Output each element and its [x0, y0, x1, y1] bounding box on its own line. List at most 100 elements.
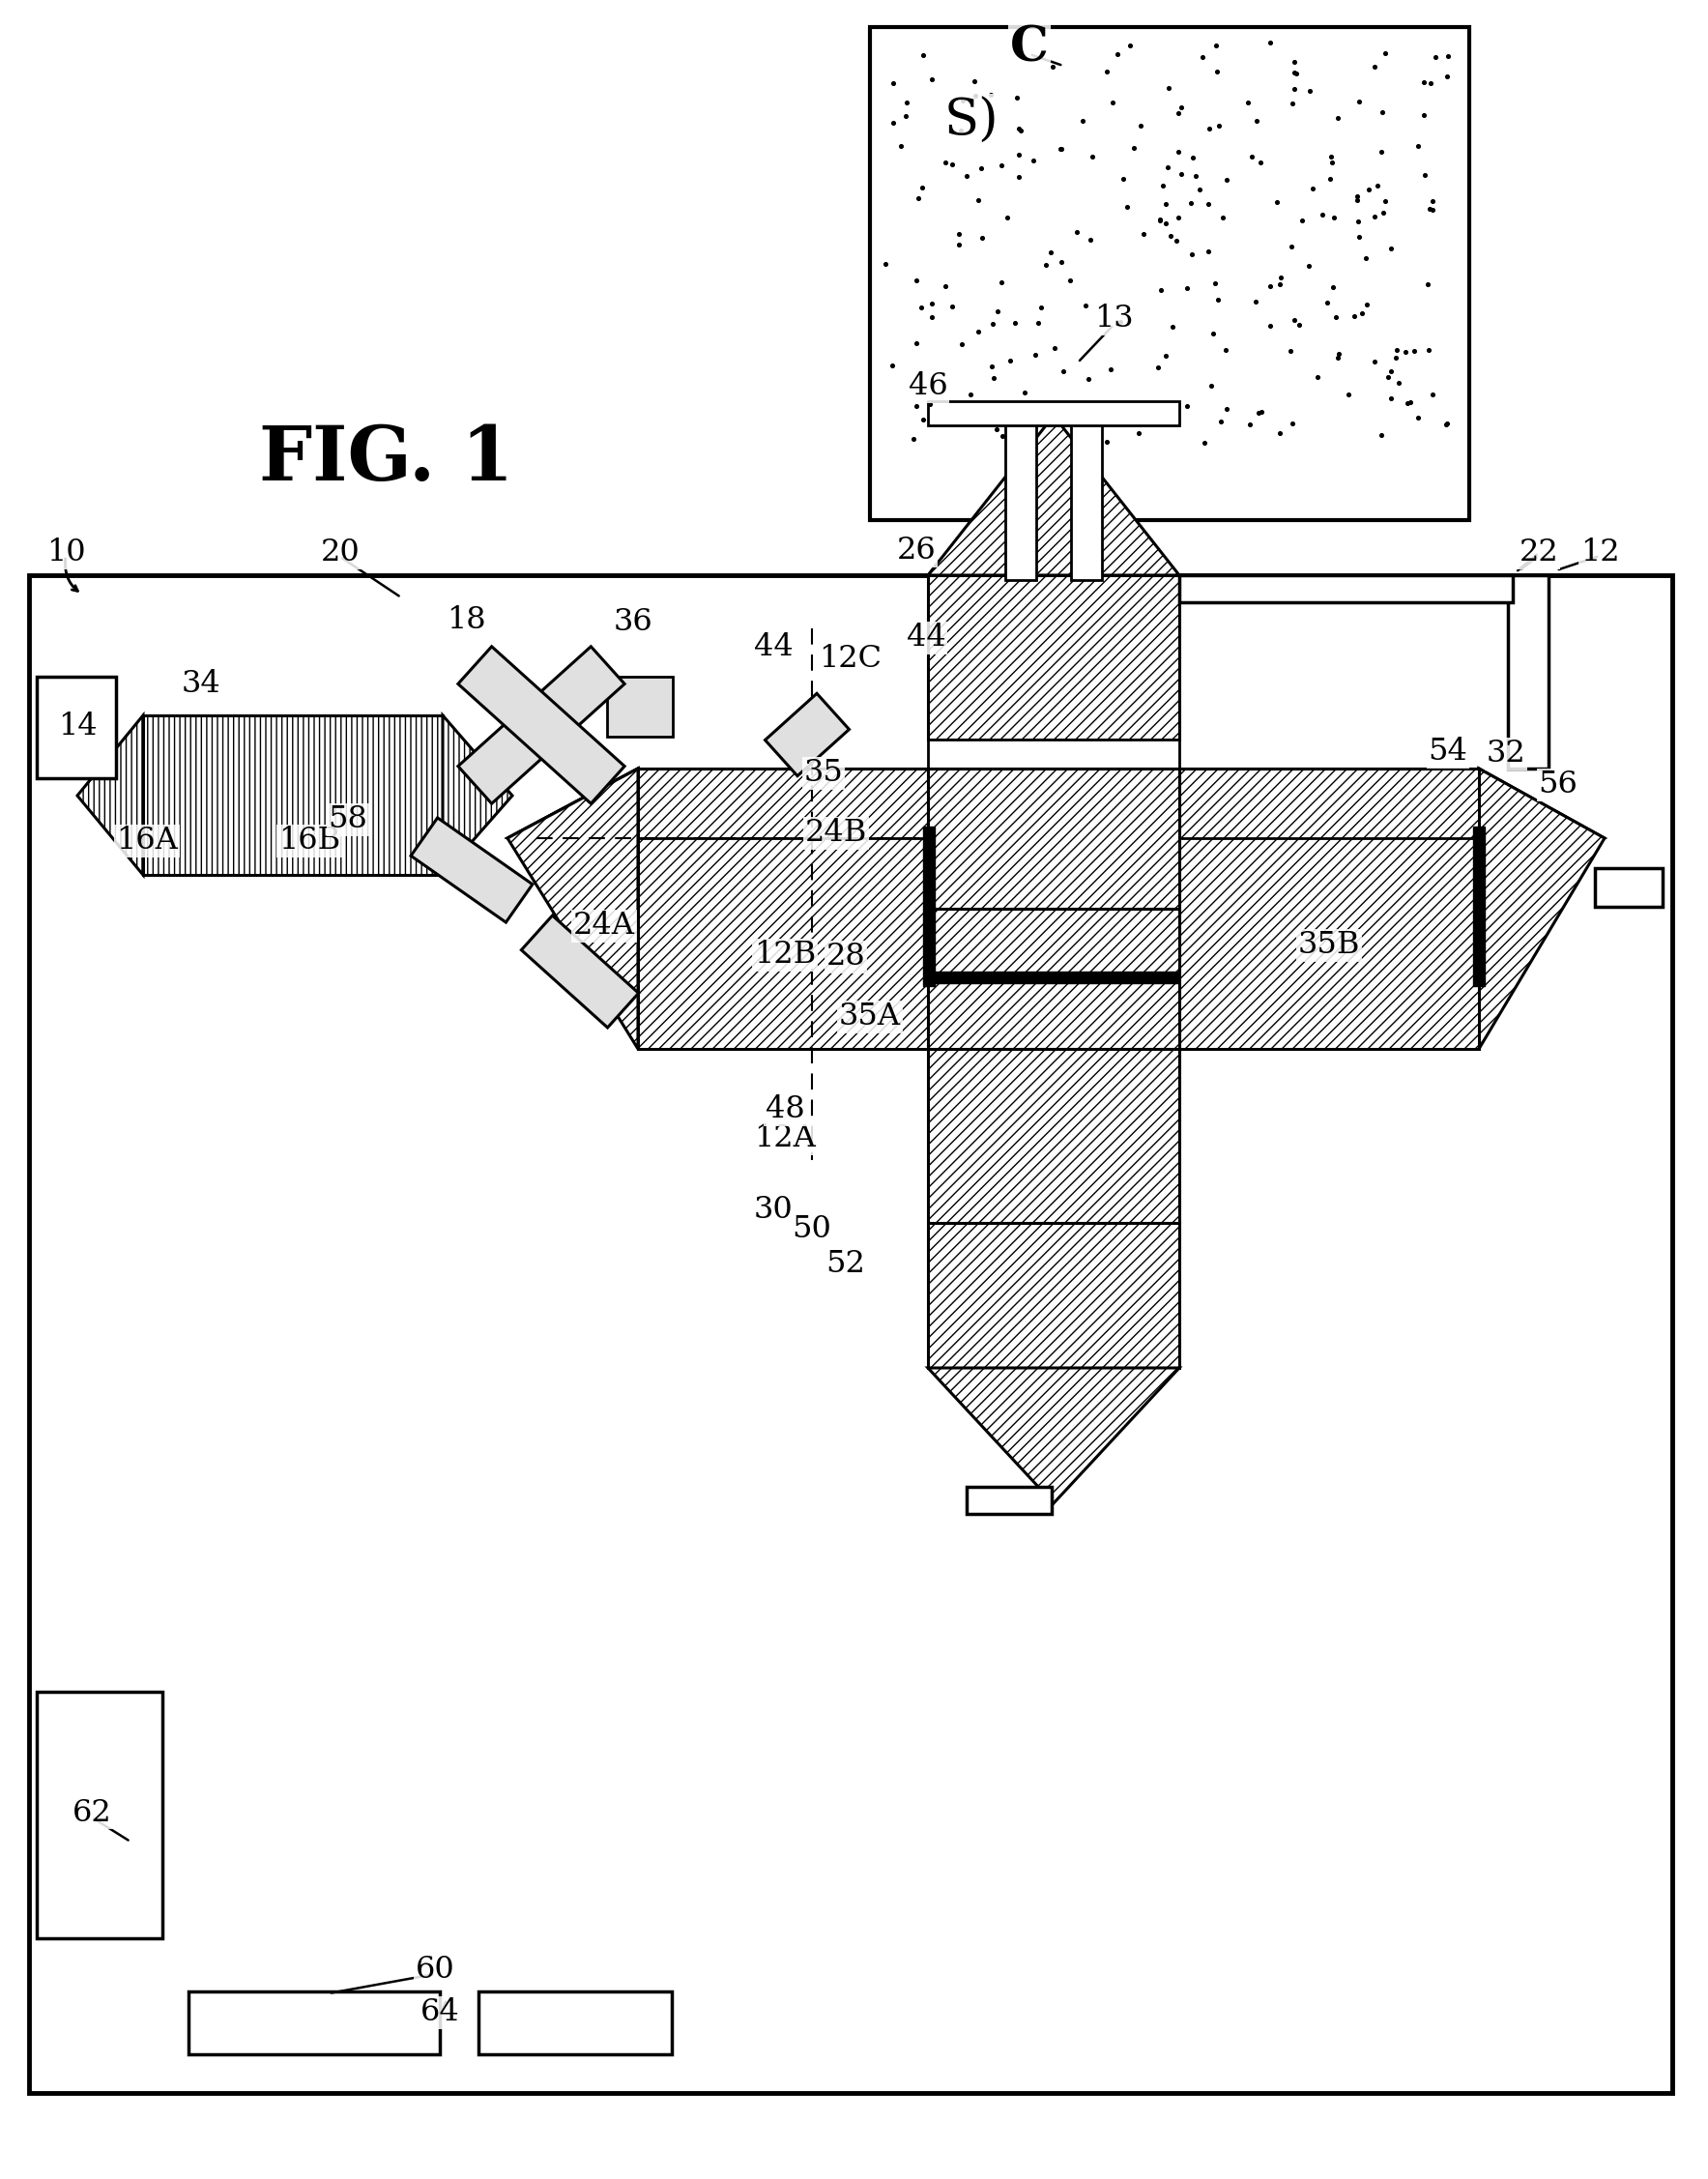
Point [1038, 50, 1066, 85]
Point [989, 418, 1016, 453]
Point [1363, 168, 1390, 203]
Point [1027, 290, 1054, 325]
Bar [1179, 575, 1513, 601]
Point [1073, 288, 1100, 322]
Point [1361, 344, 1389, 379]
Point [1296, 74, 1324, 109]
Point [1107, 305, 1134, 340]
Point [968, 220, 996, 255]
Point [980, 362, 1008, 397]
Point [1189, 39, 1216, 74]
Polygon shape [521, 915, 639, 1028]
Point [967, 150, 994, 185]
Text: 50: 50 [793, 1214, 832, 1244]
Point [1433, 407, 1460, 442]
Point [1324, 100, 1351, 135]
Point [902, 388, 929, 423]
Text: 35A: 35A [839, 1002, 900, 1033]
Text: 52: 52 [827, 1249, 866, 1279]
Point [1344, 220, 1372, 255]
Point [962, 78, 989, 113]
Point [1353, 240, 1380, 275]
Bar [922, 826, 934, 987]
Point [1001, 305, 1028, 340]
Text: 16A: 16A [116, 826, 178, 856]
Point [1110, 161, 1138, 196]
Bar [927, 769, 1179, 904]
Point [1317, 161, 1344, 196]
Point [1418, 377, 1445, 412]
Point [987, 264, 1015, 299]
Polygon shape [1479, 769, 1604, 904]
Point [1020, 144, 1047, 179]
Bar [29, 575, 1672, 2094]
Point [1011, 375, 1038, 410]
Point [910, 403, 938, 438]
Text: 54: 54 [1428, 737, 1467, 767]
Point [907, 290, 934, 325]
Point [1375, 360, 1402, 394]
Text: 46: 46 [909, 373, 948, 401]
Point [1278, 405, 1305, 440]
Point [1262, 185, 1290, 220]
Bar [143, 715, 442, 876]
Bar [927, 575, 1179, 739]
Text: 24A: 24A [574, 911, 635, 941]
Point [1377, 231, 1404, 266]
Point [1204, 109, 1231, 144]
Point [1411, 65, 1438, 100]
Point [902, 264, 929, 299]
Point [1267, 259, 1295, 294]
Point [1003, 81, 1030, 115]
Point [1336, 377, 1363, 412]
Point [1423, 39, 1450, 74]
Text: 14: 14 [58, 713, 97, 743]
Bar [1595, 867, 1662, 906]
Point [1069, 102, 1097, 137]
Polygon shape [765, 693, 849, 776]
Text: 12C: 12C [820, 645, 881, 673]
Point [1383, 333, 1411, 368]
Point [1308, 196, 1336, 231]
Point [1320, 270, 1348, 305]
Point [1322, 299, 1349, 333]
Text: S): S) [945, 96, 999, 146]
Point [1179, 238, 1206, 272]
Point [931, 268, 958, 303]
Point [979, 349, 1006, 384]
Point [1370, 196, 1397, 231]
Text: 20: 20 [321, 538, 360, 569]
Bar [1179, 769, 1479, 904]
Point [1245, 397, 1272, 431]
Point [1158, 309, 1185, 344]
Point [892, 98, 919, 133]
Point [984, 294, 1011, 329]
Point [1298, 170, 1325, 205]
Polygon shape [507, 769, 639, 1048]
Point [1414, 266, 1442, 301]
Point [1037, 235, 1064, 270]
Point [1097, 353, 1124, 388]
Point [1368, 135, 1395, 170]
Point [1349, 296, 1377, 331]
Point [1372, 183, 1399, 218]
Point [909, 170, 936, 205]
Text: 62: 62 [72, 1798, 111, 1828]
Point [939, 146, 967, 181]
Point [1146, 203, 1173, 238]
Point [1156, 218, 1184, 253]
Text: 44: 44 [907, 623, 946, 654]
Text: 12: 12 [1580, 538, 1619, 569]
Point [1416, 192, 1443, 227]
Point [1079, 139, 1107, 174]
Point [1286, 307, 1313, 342]
Point [1433, 405, 1460, 440]
Point [987, 148, 1015, 183]
Point [1317, 139, 1344, 174]
Text: 32: 32 [1486, 739, 1525, 769]
Point [1278, 229, 1305, 264]
Bar [1179, 769, 1479, 1048]
Point [1319, 146, 1346, 181]
Text: 35B: 35B [1298, 930, 1360, 961]
Point [900, 421, 927, 455]
